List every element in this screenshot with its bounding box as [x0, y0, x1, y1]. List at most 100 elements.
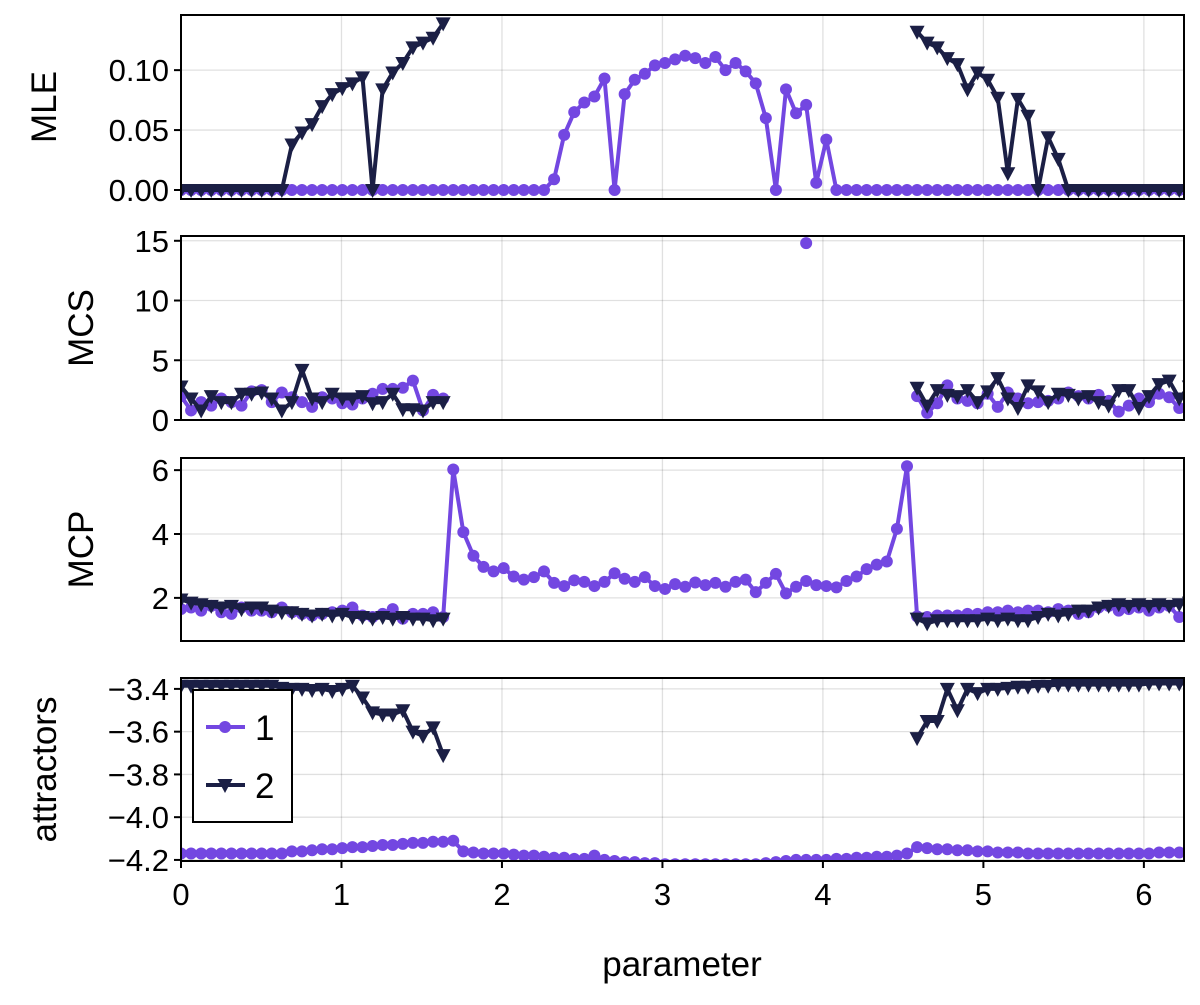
series-1-point: [537, 184, 550, 197]
y-tick-label: 0.05: [109, 113, 169, 148]
series-2-point: [435, 612, 451, 627]
series-1-point: [1062, 847, 1075, 860]
series-2-point: [990, 614, 1006, 629]
series-1-point: [235, 399, 248, 412]
series-1-point: [457, 184, 470, 197]
series-1-point: [639, 857, 651, 861]
series-1-point: [981, 845, 994, 858]
series-1-point: [1042, 184, 1055, 197]
series-1-point: [679, 49, 692, 62]
series-1-point: [608, 184, 621, 197]
series-2-point: [395, 56, 411, 71]
series-1-point: [800, 853, 813, 861]
series-1-point: [477, 847, 490, 860]
panel-frame: [180, 457, 1185, 642]
series-1-point: [1021, 847, 1034, 860]
series-1-point: [1183, 407, 1184, 414]
y-tick-label: 10: [135, 284, 169, 319]
series-1-point: [1052, 847, 1065, 860]
series-1-point: [1183, 187, 1184, 193]
series-2-point: [244, 387, 260, 402]
series-1-point: [890, 184, 903, 197]
series-1-point: [285, 184, 298, 197]
series-1-point: [598, 575, 611, 588]
series-1-point: [638, 571, 651, 584]
series-1-point: [336, 184, 349, 197]
series-1-point: [810, 176, 823, 189]
series-1-point: [346, 601, 359, 614]
series-2-point: [1101, 678, 1117, 693]
series-1-point: [900, 184, 913, 197]
series-2-point: [1101, 184, 1117, 199]
series-2-point: [1080, 390, 1096, 405]
x-tick-label: 3: [654, 877, 671, 912]
series-1-point: [1112, 847, 1125, 860]
series-1-point: [558, 128, 571, 141]
series-1-point: [1173, 611, 1184, 624]
series-1-point: [326, 843, 339, 856]
series-1-point: [356, 184, 369, 197]
series-1-point: [1021, 397, 1034, 410]
series-2-point: [1060, 184, 1076, 199]
series-1-point: [921, 184, 934, 197]
series-1-point: [316, 184, 329, 197]
series-2-point: [1010, 680, 1026, 695]
series-2-point: [970, 66, 986, 81]
series-2-point: [1171, 392, 1184, 407]
series-1-point: [850, 851, 863, 861]
series-2-point: [183, 392, 199, 407]
x-tick-label: 0: [172, 877, 189, 912]
series-1-point: [306, 844, 319, 857]
series-1-point: [900, 847, 913, 860]
series-2-line: [915, 30, 1184, 193]
series-2-point: [1020, 680, 1036, 695]
series-group: [181, 237, 1184, 419]
y-tick-label: 5: [152, 343, 169, 378]
series-1-point: [1011, 184, 1024, 197]
series-1-point: [386, 838, 399, 851]
series-1-point: [346, 841, 359, 854]
series-1-point: [790, 107, 803, 120]
series-1-point: [790, 853, 803, 861]
legend-marker-circle: [219, 721, 231, 733]
legend-marker-triangle: [217, 779, 233, 793]
series-2-point: [1010, 614, 1026, 629]
series-2-point: [1131, 184, 1147, 199]
series-2-point: [1010, 402, 1026, 417]
series-1-point: [911, 841, 924, 854]
series-1-point: [739, 573, 752, 586]
series-2-point: [919, 399, 935, 414]
series-1-point: [800, 98, 813, 111]
series-1-point: [779, 83, 792, 96]
series-1-point: [457, 845, 470, 858]
series-1-point: [800, 237, 813, 250]
series-1-point: [709, 576, 722, 589]
series-2-point: [959, 614, 975, 629]
y-tick-label: −4.2: [108, 843, 169, 878]
series-2-point: [324, 88, 340, 103]
series-1-point: [1001, 846, 1014, 859]
series-2-point: [949, 390, 965, 405]
series-2-point: [939, 614, 955, 629]
series-2-point: [1010, 92, 1026, 107]
series-1-point: [991, 184, 1004, 197]
series-1-point: [517, 849, 530, 861]
series-1-point: [477, 560, 490, 573]
series-1-point: [941, 843, 954, 856]
series-2-point: [1161, 184, 1177, 199]
series-2-point: [324, 387, 340, 402]
series-1-point: [598, 853, 611, 861]
series-1-point: [427, 835, 440, 848]
series-1-point: [820, 580, 833, 593]
series-1-point: [416, 836, 429, 849]
series-2-point: [990, 682, 1006, 697]
series-2-point: [1080, 604, 1096, 619]
series-2-point: [233, 603, 249, 618]
series-1-point: [1001, 184, 1014, 197]
series-1-point: [689, 576, 702, 589]
series-1-point: [517, 184, 530, 197]
legend-box: [192, 689, 293, 823]
series-1-point: [578, 96, 591, 109]
series-1-point: [447, 184, 460, 197]
